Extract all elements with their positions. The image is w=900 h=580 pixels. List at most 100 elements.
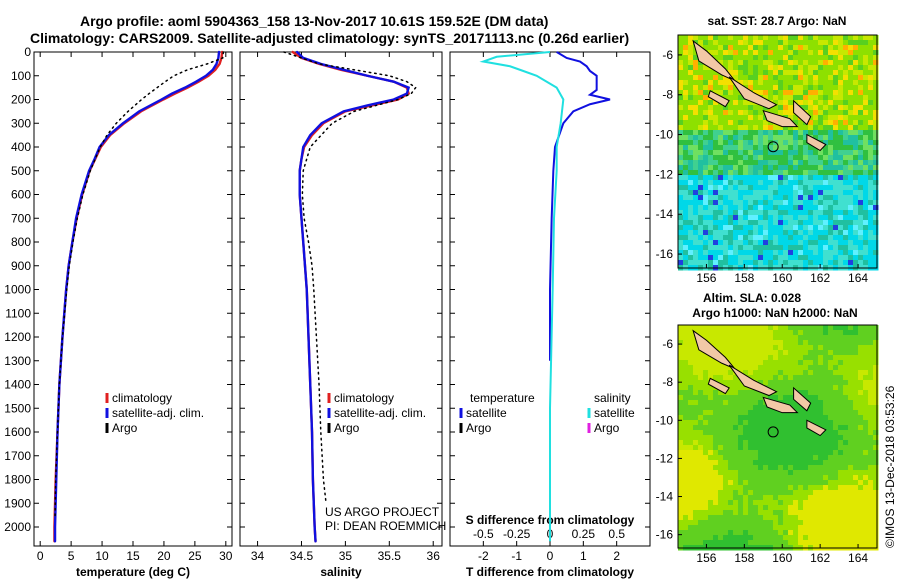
map-cell	[693, 175, 699, 181]
map-cell	[868, 390, 874, 396]
map-cell	[833, 95, 839, 101]
map-cell	[678, 415, 684, 421]
map-cell	[868, 170, 874, 176]
map-cell	[798, 35, 804, 41]
map-cell	[838, 510, 844, 516]
map-cell	[823, 240, 829, 246]
map-cell	[718, 235, 724, 241]
map-cell	[758, 450, 764, 456]
map-cell	[848, 125, 854, 131]
map-cell	[678, 530, 684, 536]
map-cell	[723, 90, 729, 96]
map-cell	[778, 80, 784, 86]
map-cell	[688, 75, 694, 81]
map-cell	[758, 470, 764, 476]
map-cell	[873, 175, 879, 181]
map-cell	[728, 425, 734, 431]
map-cell	[753, 515, 759, 521]
map-cell	[753, 85, 759, 91]
map-cell	[768, 220, 774, 226]
map-cell	[873, 235, 879, 241]
map-cell	[683, 80, 689, 86]
map-cell	[808, 375, 814, 381]
map-cell	[853, 415, 859, 421]
map-cell	[823, 445, 829, 451]
map-cell	[813, 55, 819, 61]
map-cell	[693, 380, 699, 386]
map-cell	[798, 390, 804, 396]
map-cell	[763, 425, 769, 431]
map-cell	[783, 130, 789, 136]
map-cell	[803, 150, 809, 156]
map-cell	[833, 455, 839, 461]
map-cell	[733, 380, 739, 386]
map-cell	[713, 455, 719, 461]
map-cell	[783, 345, 789, 351]
map-cell	[763, 365, 769, 371]
map-cell	[868, 40, 874, 46]
map-cell	[833, 175, 839, 181]
x-tick-label: 30	[219, 549, 233, 563]
map-cell	[758, 160, 764, 166]
map-cell	[763, 525, 769, 531]
map-cell	[763, 245, 769, 251]
map-cell	[853, 125, 859, 131]
map-cell	[803, 470, 809, 476]
map-cell	[678, 355, 684, 361]
map-cell	[793, 420, 799, 426]
map-cell	[773, 165, 779, 171]
map-cell	[793, 80, 799, 86]
map-cell	[868, 475, 874, 481]
island-shape	[806, 419, 827, 437]
map-cell	[828, 255, 834, 261]
map-cell	[848, 435, 854, 441]
map-cell	[838, 240, 844, 246]
map-cell	[773, 525, 779, 531]
map-cell	[818, 190, 824, 196]
map-cell	[798, 375, 804, 381]
map-cell	[843, 170, 849, 176]
map-cell	[778, 435, 784, 441]
map-cell	[798, 205, 804, 211]
map-cell	[863, 460, 869, 466]
map-cell	[678, 390, 684, 396]
map-cell	[683, 525, 689, 531]
map-cell	[678, 75, 684, 81]
map-cell	[798, 230, 804, 236]
map-cell	[718, 140, 724, 146]
map-cell	[733, 535, 739, 541]
map-cell	[753, 435, 759, 441]
map-cell	[763, 150, 769, 156]
map-cell	[733, 245, 739, 251]
map-cell	[873, 505, 879, 511]
map-cell	[728, 165, 734, 171]
map-cell	[703, 65, 709, 71]
map-cell	[788, 220, 794, 226]
map-cell	[813, 450, 819, 456]
map-cell	[828, 55, 834, 61]
map-cell	[678, 460, 684, 466]
map-cell	[753, 465, 759, 471]
map-cell	[748, 190, 754, 196]
map-cell	[768, 145, 774, 151]
map-cell	[763, 530, 769, 536]
map-cell	[808, 235, 814, 241]
map-cell	[738, 530, 744, 536]
map-cell	[698, 500, 704, 506]
map-cell	[748, 430, 754, 436]
map-cell	[858, 250, 864, 256]
map-cell	[743, 470, 749, 476]
map-cell	[853, 40, 859, 46]
map-cell	[768, 65, 774, 71]
map-cell	[803, 520, 809, 526]
map-cell	[683, 340, 689, 346]
y-tick-label: 400	[11, 140, 31, 154]
map-cell	[743, 505, 749, 511]
map-cell	[868, 425, 874, 431]
series-sal-diff-satellite	[479, 51, 565, 542]
map-cell	[843, 385, 849, 391]
map-cell	[693, 85, 699, 91]
map-cell	[853, 380, 859, 386]
map-cell	[703, 90, 709, 96]
map-cell	[798, 455, 804, 461]
